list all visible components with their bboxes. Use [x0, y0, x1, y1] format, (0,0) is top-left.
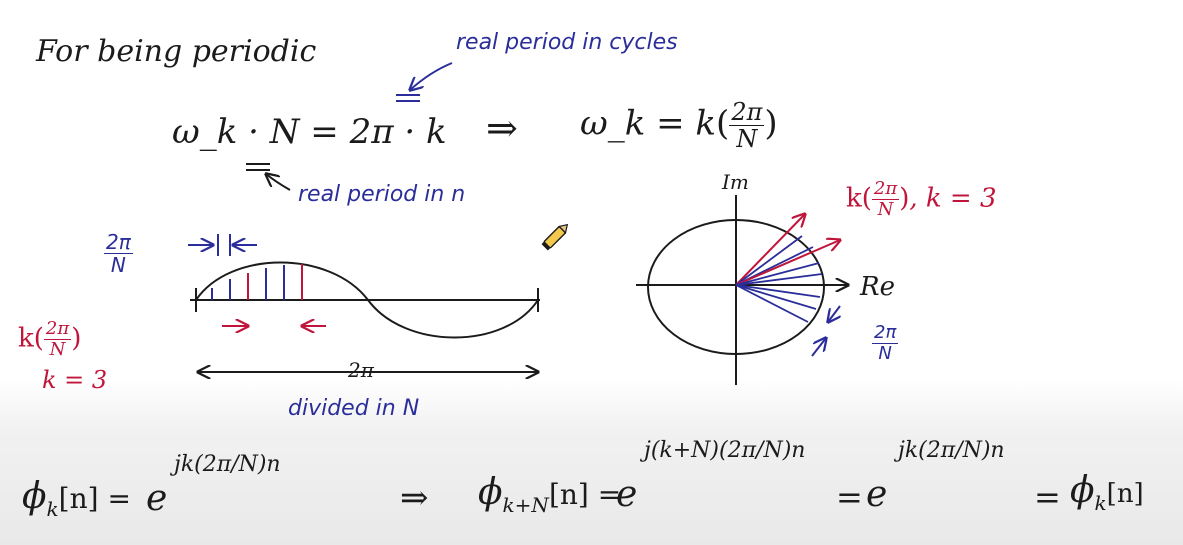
omega-frac-num: 2π [729, 98, 765, 126]
omega-frac-den: N [736, 125, 758, 153]
equation-omega-lhs: ω_k = k [580, 103, 717, 144]
label-two-pi-over-n: 2π N [104, 232, 133, 275]
phasor-line [735, 273, 823, 286]
phi-subscript-k: k [46, 497, 59, 522]
exp-base-3: e [866, 474, 888, 515]
label-k-equals-3: k = 3 [42, 366, 108, 394]
phasor-line [735, 284, 821, 298]
sample-lines [211, 264, 303, 300]
annotation-real-period-n: real period in n [298, 182, 466, 207]
phi-k-final: ϕk[n] [1070, 470, 1144, 515]
annotation-divided-in-n: divided in N [288, 396, 420, 421]
phi-k-plus-n: ϕk+N[n] = [478, 472, 621, 517]
label-re-axis: Re [860, 272, 895, 302]
label-frac-den: N [110, 253, 126, 277]
circle-spacing-arrow-1 [828, 305, 840, 322]
phasor-line [735, 262, 820, 286]
phi-subscript-k-2: k [1094, 491, 1107, 516]
equation-implies-arrow: ⇒ [486, 106, 518, 150]
pencil-icon [541, 223, 569, 251]
label-k-two-pi-over-n: k(2π N) [18, 318, 82, 360]
phasor-line [735, 214, 805, 286]
label-phasor-k: k(2π N), k = 3 [846, 178, 997, 220]
label-two-pi-span: 2π [348, 358, 374, 382]
phasor-line [735, 284, 817, 310]
bottom-equals-1: = [836, 478, 863, 516]
exp-power-3: jk(2π/N)n [898, 438, 1005, 463]
heading: For being periodic [36, 34, 317, 69]
phasor-line [735, 235, 803, 286]
phasor-frac-num: 2π [871, 178, 900, 200]
phasor-line [735, 240, 840, 286]
phi-k-n: ϕk[n] = [22, 476, 131, 521]
equation-main: ω_k · N = 2π · k [172, 112, 447, 152]
phi-symbol: ϕ [22, 476, 47, 517]
annotation-real-period-cycles: real period in cycles [456, 30, 678, 55]
exp-base-2: e [616, 474, 638, 515]
label-im-axis: Im [722, 170, 749, 194]
exp-base-1: e [146, 478, 168, 519]
phi-bracket-3: [n] [1106, 479, 1144, 509]
bottom-equals-2: = [1034, 478, 1061, 516]
sine-curve [195, 261, 539, 339]
unit-circle [647, 219, 825, 355]
circle-spacing-arrow-2 [811, 338, 826, 357]
label-circle-two-pi-over-n: 2π N [872, 322, 899, 364]
n-pointer-arrow [266, 174, 291, 191]
phi-bracket-2: [n] = [548, 478, 622, 511]
phi-symbol-3: ϕ [1070, 470, 1095, 511]
circle-frac-den: N [878, 343, 892, 364]
equation-omega-definition: ω_k = k(2π N) [580, 98, 778, 153]
phasor-frac-den: N [877, 199, 894, 220]
circle-frac-num: 2π [872, 322, 899, 344]
k-label-frac-den: N [49, 339, 66, 360]
phasor-label-tail: , k = 3 [909, 183, 997, 214]
exp-power-2: j(k+N)(2π/N)n [644, 438, 806, 463]
exp-power-1: jk(2π/N)n [174, 452, 281, 477]
phi-subscript-kN: k+N [502, 493, 549, 518]
cycles-pointer-arrow [410, 62, 453, 90]
bottom-implies-arrow: ⇒ [400, 478, 429, 518]
phi-bracket: [n] = [58, 482, 131, 515]
label-frac-num: 2π [104, 230, 133, 254]
phi-symbol-2: ϕ [478, 472, 503, 513]
phasor-line [735, 284, 809, 323]
phasor-lines [735, 214, 840, 323]
k-label-frac-num: 2π [43, 318, 72, 340]
